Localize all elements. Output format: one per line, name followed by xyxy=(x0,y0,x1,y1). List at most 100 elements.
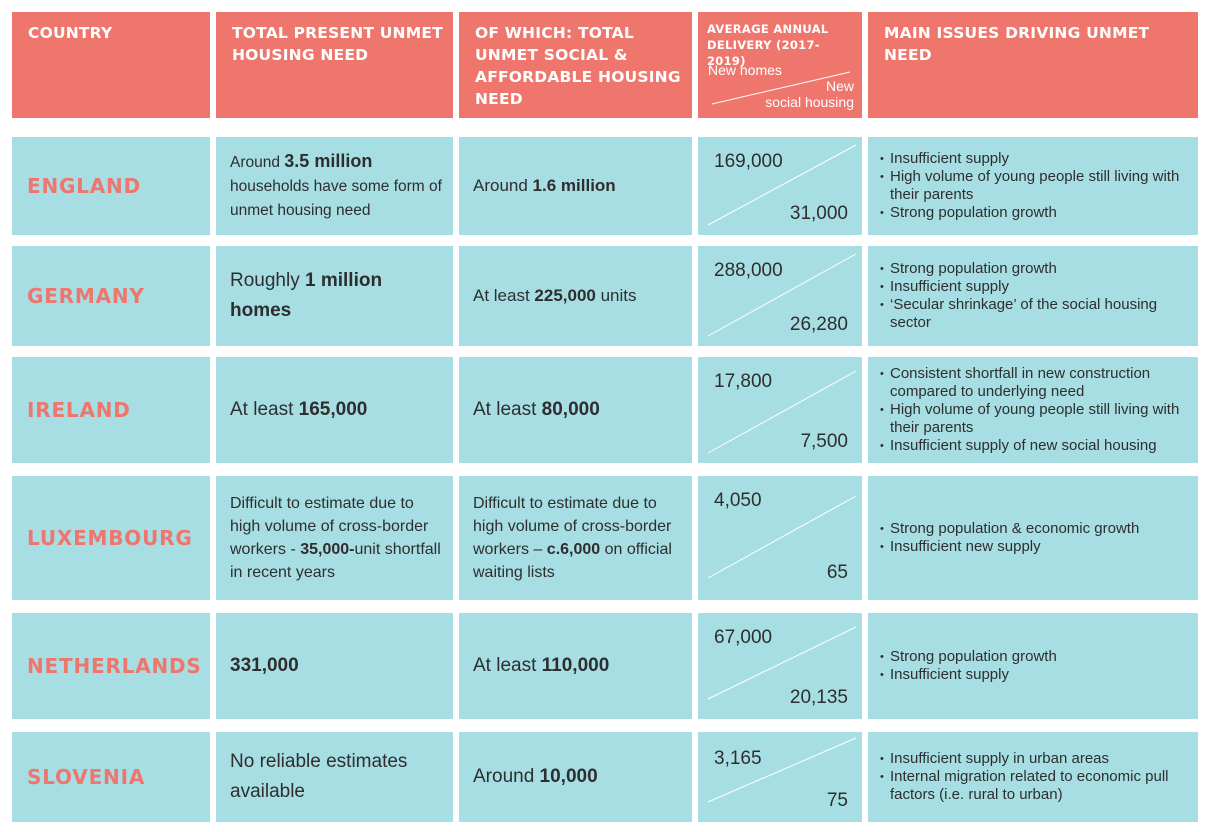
header-total-need: TOTAL PRESENT UNMET HOUSING NEED xyxy=(216,12,453,118)
social-need-text: units xyxy=(595,286,637,305)
row-germany-total-need: Roughly 1 million homes xyxy=(216,246,453,346)
issue-item: Insufficient supply xyxy=(880,150,1192,168)
delivery-diagonal xyxy=(707,737,857,803)
new-social-value: 31,000 xyxy=(789,203,848,224)
new-homes-value: 3,165 xyxy=(714,748,762,769)
issue-item: Insufficient new supply xyxy=(880,538,1139,556)
row-ireland-country: IRELAND xyxy=(12,357,210,463)
total-need-value: 165,000 xyxy=(298,399,368,420)
row-ireland-social-need: At least 80,000 xyxy=(459,357,692,463)
header-delivery-label: AVERAGE ANNUAL DELIVERY (2017-2019) xyxy=(707,22,829,68)
row-luxembourg-issues: Strong population & economic growth Insu… xyxy=(868,476,1198,600)
social-need-value: 80,000 xyxy=(541,399,600,420)
issues-list: Strong population & economic growth Insu… xyxy=(880,520,1139,556)
row-england-social-need: Around 1.6 million xyxy=(459,137,692,235)
row-luxembourg-delivery: 4,050 65 xyxy=(698,476,862,600)
new-social-value: 26,280 xyxy=(789,314,848,335)
header-social-need: OF WHICH: TOTAL UNMET SOCIAL & AFFORDABL… xyxy=(459,12,692,118)
delivery-diagonal xyxy=(707,144,857,226)
social-need-value: 1.6 million xyxy=(532,176,616,195)
issue-item: Insufficient supply of new social housin… xyxy=(880,437,1192,455)
issue-item: Strong population growth xyxy=(880,204,1192,222)
row-ireland-delivery: 17,800 7,500 xyxy=(698,357,862,463)
row-england-issues: Insufficient supply High volume of young… xyxy=(868,137,1198,235)
header-total-need-label: TOTAL PRESENT UNMET HOUSING NEED xyxy=(232,24,443,64)
row-ireland-issues: Consistent shortfall in new construction… xyxy=(868,357,1198,463)
total-need-value: 3.5 million xyxy=(284,151,373,171)
issue-item: High volume of young people still living… xyxy=(880,401,1192,437)
delivery-diagonal xyxy=(707,253,857,337)
social-need-text: At least xyxy=(473,399,542,420)
issue-item: High volume of young people still living… xyxy=(880,168,1192,204)
new-homes-value: 169,000 xyxy=(714,151,783,172)
row-england-total-need: Around 3.5 million households have some … xyxy=(216,137,453,235)
header-issues-label: MAIN ISSUES DRIVING UNMET NEED xyxy=(884,24,1150,64)
total-need-text: At least xyxy=(230,399,299,420)
new-social-value: 75 xyxy=(826,790,848,811)
new-homes-value: 4,050 xyxy=(714,490,762,511)
row-netherlands-country: NETHERLANDS xyxy=(12,613,210,719)
row-luxembourg-social-need: Difficult to estimate due to high volume… xyxy=(459,476,692,600)
new-social-value: 65 xyxy=(826,562,848,583)
total-need-text: Around xyxy=(230,154,285,171)
issue-item: ‘Secular shrinkage’ of the social housin… xyxy=(880,296,1192,332)
row-germany-issues: Strong population growth Insufficient su… xyxy=(868,246,1198,346)
row-germany-social-need: At least 225,000 units xyxy=(459,246,692,346)
row-netherlands-delivery: 67,000 20,135 xyxy=(698,613,862,719)
row-ireland-total-need: At least 165,000 xyxy=(216,357,453,463)
issues-list: Consistent shortfall in new construction… xyxy=(880,365,1192,455)
total-need-text: households have some form of unmet housi… xyxy=(230,178,442,219)
delivery-diagonal xyxy=(707,370,857,454)
header-delivery: AVERAGE ANNUAL DELIVERY (2017-2019) New … xyxy=(698,12,862,118)
new-homes-value: 17,800 xyxy=(714,371,773,392)
row-luxembourg-total-need: Difficult to estimate due to high volume… xyxy=(216,476,453,600)
issues-list: Strong population growth Insufficient su… xyxy=(880,648,1057,684)
row-slovenia-total-need: No reliable estimates available xyxy=(216,732,453,822)
row-netherlands-issues: Strong population growth Insufficient su… xyxy=(868,613,1198,719)
header-social-need-label: OF WHICH: TOTAL UNMET SOCIAL & AFFORDABL… xyxy=(475,24,681,108)
issue-item: Insufficient supply in urban areas xyxy=(880,750,1192,768)
social-need-text: on official waiting lists xyxy=(473,541,672,581)
social-need-text: At least xyxy=(473,286,535,305)
issue-item: Strong population growth xyxy=(880,260,1192,278)
issues-list: Insufficient supply High volume of young… xyxy=(880,150,1192,222)
social-need-text: Around xyxy=(473,766,540,787)
row-netherlands-social-need: At least 110,000 xyxy=(459,613,692,719)
total-need-value: 1 million xyxy=(305,270,383,291)
delivery-diagonal xyxy=(707,495,857,579)
social-need-text: Around xyxy=(473,176,533,195)
row-luxembourg-country: LUXEMBOURG xyxy=(12,476,210,600)
row-england-country: ENGLAND xyxy=(12,137,210,235)
row-slovenia-issues: Insufficient supply in urban areas Inter… xyxy=(868,732,1198,822)
row-netherlands-total-need: 331,000 xyxy=(216,613,453,719)
row-germany-delivery: 288,000 26,280 xyxy=(698,246,862,346)
social-need-value: c.6,000 xyxy=(546,541,601,558)
row-germany-country: GERMANY xyxy=(12,246,210,346)
row-slovenia-social-need: Around 10,000 xyxy=(459,732,692,822)
social-need-text: At least xyxy=(473,655,542,676)
social-need-value: 110,000 xyxy=(541,655,610,676)
total-need-text: Roughly xyxy=(230,270,305,291)
header-new-social: New social housing xyxy=(765,78,854,110)
total-need-text: Difficult to estimate due to high volume… xyxy=(230,495,429,558)
total-need-text: No reliable estimates available xyxy=(230,751,408,802)
issue-item: Insufficient supply xyxy=(880,666,1057,684)
issue-item: Insufficient supply xyxy=(880,278,1192,296)
delivery-diagonal xyxy=(707,626,857,700)
total-need-value: 331,000 xyxy=(230,655,299,676)
issue-item: Consistent shortfall in new construction… xyxy=(880,365,1192,401)
new-homes-value: 67,000 xyxy=(714,627,773,648)
new-homes-value: 288,000 xyxy=(714,260,783,281)
row-england-delivery: 169,000 31,000 xyxy=(698,137,862,235)
header-country-label: COUNTRY xyxy=(28,24,113,42)
header-country: COUNTRY xyxy=(12,12,210,118)
total-need-value-unit: homes xyxy=(230,300,292,321)
social-need-text: Difficult to estimate due to high volume… xyxy=(473,495,672,558)
header-new-social-line2: social housing xyxy=(765,94,854,110)
social-need-value: 10,000 xyxy=(539,766,598,787)
header-new-social-line1: New xyxy=(825,78,854,94)
social-need-value: 225,000 xyxy=(534,286,596,305)
new-social-value: 20,135 xyxy=(789,687,848,708)
row-slovenia-country: SLOVENIA xyxy=(12,732,210,822)
header-diagonal-divider xyxy=(711,71,851,105)
